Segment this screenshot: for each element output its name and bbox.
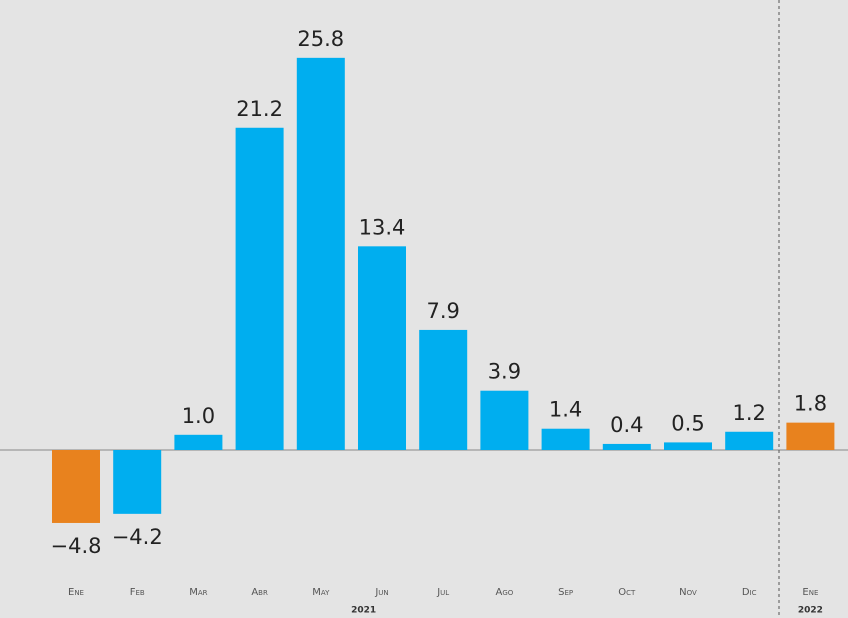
x-tick-label: Abr (251, 587, 268, 598)
value-label: 25.8 (297, 27, 344, 51)
value-label: 0.4 (610, 413, 643, 437)
bar (358, 246, 406, 450)
bar (541, 428, 590, 450)
bar (480, 390, 529, 450)
bar (602, 443, 651, 450)
bar (174, 434, 223, 450)
value-label: 7.9 (426, 299, 459, 323)
value-label: 3.9 (488, 360, 521, 384)
value-label: 1.0 (182, 404, 215, 428)
value-label: 0.5 (671, 411, 704, 435)
x-tick-label: Oct (618, 587, 636, 598)
value-label: 13.4 (359, 215, 406, 239)
bar (664, 442, 712, 450)
bar (786, 422, 835, 450)
x-tick-label: May (312, 587, 330, 598)
x-tick-label: Mar (189, 587, 207, 598)
x-tick-label: Nov (679, 587, 697, 598)
x-tick-label: Sep (558, 587, 573, 598)
bar (296, 57, 345, 451)
value-label: −4.8 (51, 534, 102, 558)
value-label: 1.8 (794, 392, 827, 416)
bar (113, 450, 162, 514)
x-tick-label: Ago (496, 587, 514, 598)
x-tick-label: Dic (742, 587, 757, 598)
value-label: −4.2 (112, 525, 163, 549)
bar (52, 450, 100, 523)
year-label: 2021 (351, 606, 376, 616)
x-tick-label: Jul (436, 587, 449, 598)
x-tick-label: Ene (68, 587, 84, 598)
x-tick-label: Jun (374, 587, 388, 598)
year-label: 2022 (798, 606, 823, 616)
bar (419, 329, 468, 450)
value-label: 1.2 (732, 401, 765, 425)
x-tick-label: Feb (130, 587, 145, 598)
x-tick-label: Ene (802, 587, 818, 598)
value-label: 21.2 (236, 97, 283, 121)
value-label: 1.4 (549, 398, 582, 422)
bar (235, 127, 284, 450)
bar (725, 431, 774, 450)
